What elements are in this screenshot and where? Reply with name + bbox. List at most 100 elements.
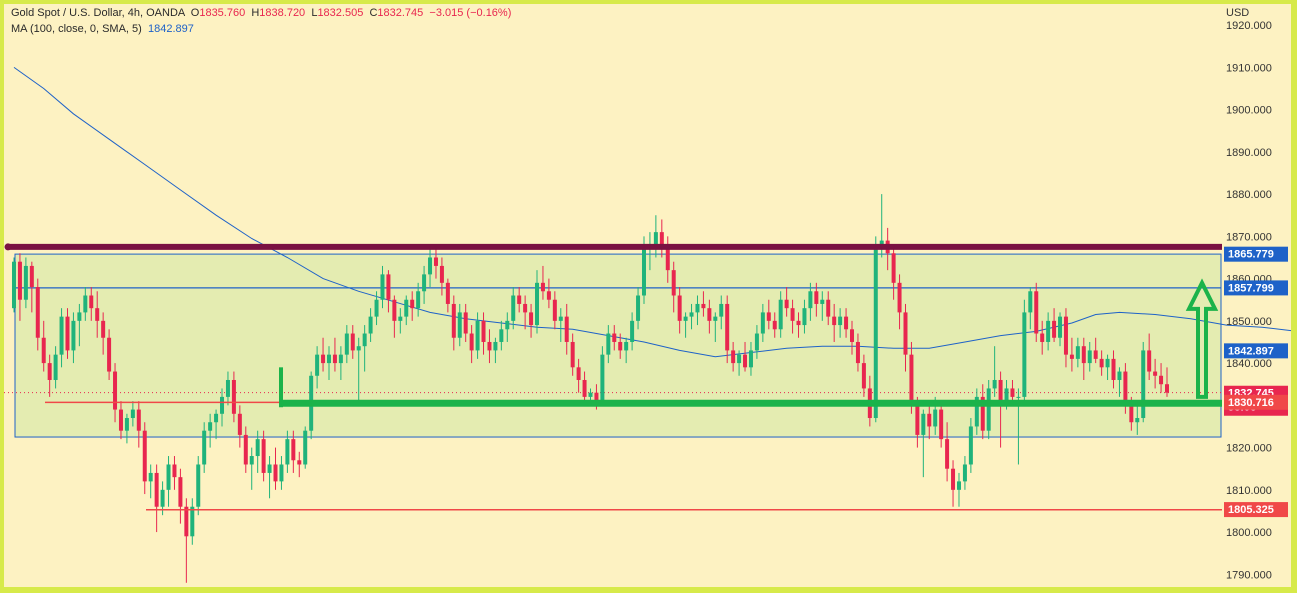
candle-body [760,312,765,334]
high-label: H [251,7,260,19]
candle-body [433,257,438,266]
candle [392,295,397,338]
y-tick-label: 1910.000 [1226,62,1272,74]
candle [731,341,736,372]
candle-body [386,274,391,300]
candle [374,291,379,326]
ma-legend[interactable]: MA (100, close, 0, SMA, 5) 1842.897 [11,22,194,36]
candle [220,388,225,427]
price-tag: 1865.779 [1224,246,1288,262]
candle [529,303,534,338]
candle [445,278,450,313]
price-chart[interactable]: 1790.0001800.0001810.0001820.0001830.000… [4,4,1291,587]
candle [350,325,355,359]
candle-body [1141,350,1146,419]
candle [47,354,52,397]
price-tag-bg [1224,246,1288,262]
candle-body [505,320,510,330]
candle [808,282,813,321]
candle [249,447,254,490]
candle [243,426,248,473]
candle-body [445,282,450,304]
candle-body [529,312,534,326]
candle-body [790,308,795,321]
candle [190,498,195,545]
candle [725,295,730,364]
candle-body [772,320,777,330]
candle [873,236,878,423]
candle [124,413,129,444]
candle-body [457,312,462,338]
candle [315,346,320,389]
candle-body [1093,350,1098,359]
candle-body [618,341,623,351]
candle-body [754,333,759,351]
price-axis[interactable]: 1790.0001800.0001810.0001820.0001830.000… [1226,20,1272,581]
candle [362,325,367,372]
ma-label: MA (100, close, 0, SMA, 5) [11,23,142,35]
levels-layer [4,243,1222,511]
price-tag-bg [1224,343,1288,359]
candle-body [737,354,742,364]
candle-body [850,329,855,342]
candle-body [113,371,118,410]
candle-body [748,350,753,368]
candle [356,337,361,406]
candle [671,261,676,313]
candle [148,464,153,499]
candle-body [820,299,825,304]
candle [517,287,522,313]
candle-body [451,303,456,338]
candle-body [118,409,123,431]
candle [737,350,742,376]
candle-body [439,265,444,283]
candle [523,295,528,330]
close-value: 1832.745 [377,7,424,19]
candle-body [897,282,902,313]
candle-body [832,316,837,326]
candle [71,312,76,364]
candle [95,291,100,338]
candle [267,456,272,499]
candle [992,346,997,397]
y-tick-label: 1920.000 [1226,20,1272,32]
candle-body [606,333,611,355]
candle-body [695,303,700,313]
candle [986,379,991,440]
candle [35,278,40,351]
candle [855,333,860,372]
candle [208,413,213,448]
candle-body [202,430,207,465]
candle-body [273,464,278,482]
candle [820,291,825,321]
candle-body [838,316,843,326]
candle [196,456,201,516]
candle-body [796,320,801,326]
candle-body [689,312,694,317]
candle [897,274,902,330]
candle-body [612,333,617,342]
candle [618,333,623,359]
candle-body [332,354,337,364]
candle [754,325,759,359]
candle-body [855,341,860,364]
candle-body [71,320,76,351]
candle-body [891,253,896,283]
candle-body [576,367,581,380]
candle-body [410,299,415,309]
candle [273,447,278,490]
candle [903,303,908,372]
candle-body [231,379,236,414]
candle-body [802,308,807,326]
candle-body [315,354,320,376]
y-tick-label: 1840.000 [1226,358,1272,370]
candle [1022,299,1027,406]
candle-body [1075,346,1080,359]
candle-body [671,270,676,296]
symbol-name: Gold Spot / U.S. Dollar, 4h, OANDA [11,7,185,19]
candle [624,337,629,364]
candle [118,401,123,440]
y-tick-label: 1790.000 [1226,569,1272,581]
candle-body [1022,312,1027,397]
symbol-legend[interactable]: Gold Spot / U.S. Dollar, 4h, OANDA O1835… [11,6,511,20]
